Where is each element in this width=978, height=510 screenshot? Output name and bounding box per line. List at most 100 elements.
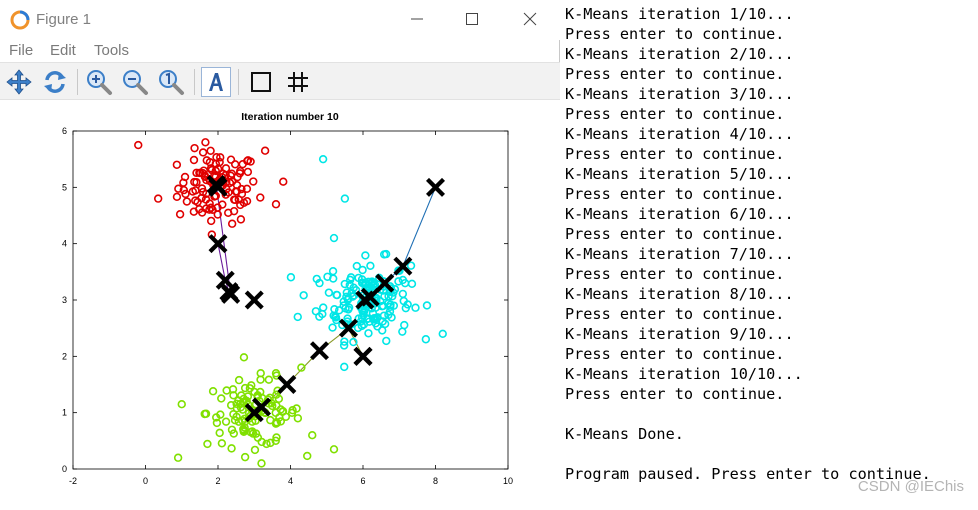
- centroid-marker: [208, 177, 228, 197]
- data-point: [384, 299, 393, 308]
- insert-text-button[interactable]: [201, 67, 231, 97]
- data-point: [388, 292, 397, 301]
- data-point: [276, 405, 285, 414]
- console-line: Press enter to continue.: [565, 65, 785, 83]
- centroid-marker: [221, 284, 241, 304]
- data-point: [212, 418, 222, 428]
- console-panel[interactable]: K-Means iteration 1/10... Press enter to …: [565, 0, 978, 505]
- maximize-button[interactable]: [449, 4, 495, 34]
- menu-tools[interactable]: Tools: [94, 42, 130, 59]
- data-point: [346, 273, 356, 282]
- console-line: Program paused. Press enter to continue.: [565, 465, 931, 483]
- data-point: [195, 205, 204, 214]
- data-point: [343, 295, 353, 304]
- data-point: [172, 192, 182, 202]
- console-line: K-Means iteration 7/10...: [565, 245, 794, 263]
- data-point: [190, 143, 199, 153]
- data-point: [213, 210, 222, 219]
- data-point: [200, 409, 209, 419]
- data-point: [153, 194, 163, 203]
- console-line: K-Means iteration 6/10...: [565, 205, 794, 223]
- centroid-stroke: [277, 375, 297, 394]
- data-point: [240, 452, 250, 462]
- data-point: [318, 154, 328, 164]
- data-point: [411, 303, 420, 312]
- centroid-stroke: [339, 318, 358, 338]
- data-point: [221, 417, 231, 426]
- data-point: [243, 167, 253, 177]
- centroid-stroke: [353, 346, 373, 366]
- data-point: [230, 195, 239, 204]
- rotate-button[interactable]: [40, 67, 70, 97]
- console-line: K-Means iteration 3/10...: [565, 85, 794, 103]
- data-point: [374, 273, 384, 283]
- centroid-marker: [355, 290, 375, 310]
- data-point: [250, 445, 260, 455]
- centroid-stroke: [208, 177, 228, 197]
- data-point: [394, 266, 403, 275]
- data-point: [134, 140, 143, 150]
- zoom-in-button[interactable]: [84, 67, 114, 97]
- y-tick-label: 5: [62, 182, 67, 192]
- data-point: [398, 289, 408, 299]
- data-point: [189, 155, 199, 165]
- data-point: [230, 160, 240, 169]
- data-point: [221, 164, 231, 173]
- data-point: [381, 249, 391, 259]
- data-point: [203, 439, 212, 449]
- centroid-stroke: [244, 403, 264, 423]
- console-line: Press enter to continue.: [565, 225, 785, 243]
- menu-edit[interactable]: Edit: [50, 42, 76, 59]
- data-point: [308, 431, 317, 440]
- data-point: [222, 386, 231, 395]
- data-point: [401, 303, 410, 313]
- centroid-marker: [215, 270, 235, 290]
- data-point: [215, 428, 224, 438]
- data-point: [232, 404, 242, 413]
- x-tick-label: 6: [360, 476, 365, 486]
- data-point: [198, 148, 208, 157]
- toolbar-separator: [194, 69, 195, 95]
- data-point: [272, 390, 281, 399]
- data-point: [243, 156, 253, 165]
- data-point: [378, 326, 387, 335]
- zoom-out-button[interactable]: [120, 67, 150, 97]
- console-line: K-Means iteration 9/10...: [565, 325, 794, 343]
- data-point: [329, 233, 339, 243]
- toolbar-separator: [238, 69, 239, 95]
- plot-area[interactable]: Iteration number 10 -2 0 2 4 6 8 10 0 1 2 3 4 5 6: [0, 100, 560, 505]
- console-line: K-Means iteration 2/10...: [565, 45, 794, 63]
- console-line: K-Means Done.: [565, 425, 684, 443]
- data-point: [366, 261, 375, 270]
- data-point: [242, 184, 252, 193]
- data-point: [369, 315, 378, 324]
- pan-button[interactable]: [4, 67, 34, 97]
- data-point: [239, 427, 249, 436]
- y-tick-label: 6: [62, 126, 67, 136]
- data-point: [329, 445, 339, 454]
- data-point: [227, 425, 237, 434]
- data-point: [182, 197, 192, 206]
- minimize-button[interactable]: [394, 4, 440, 34]
- data-point: [181, 189, 190, 199]
- grid-toggle-button[interactable]: [283, 67, 313, 97]
- y-tick-label: 1: [62, 408, 67, 418]
- x-tick-label: -2: [69, 476, 77, 486]
- close-button[interactable]: [507, 4, 553, 34]
- data-point: [303, 451, 312, 461]
- menu-file[interactable]: File: [9, 42, 34, 59]
- data-point: [211, 191, 220, 201]
- data-point: [248, 427, 257, 436]
- data-point: [421, 335, 431, 344]
- zoom-reset-button[interactable]: [156, 67, 186, 97]
- insert-text-icon: [209, 73, 223, 91]
- toolbar: [0, 62, 560, 100]
- centroid-marker: [244, 290, 264, 310]
- insert-rectangle-button[interactable]: [246, 67, 276, 97]
- data-point: [398, 327, 407, 336]
- centroid-marker: [353, 346, 373, 366]
- data-point: [256, 193, 265, 202]
- x-tick-label: 2: [215, 476, 220, 486]
- data-point: [330, 304, 339, 314]
